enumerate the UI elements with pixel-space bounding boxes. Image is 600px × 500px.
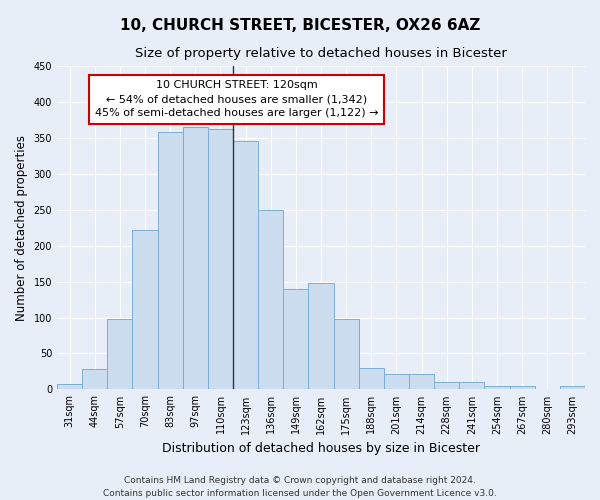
Bar bbox=[509, 386, 535, 390]
Bar bbox=[208, 129, 233, 390]
Bar bbox=[384, 374, 409, 390]
Text: 10, CHURCH STREET, BICESTER, OX26 6AZ: 10, CHURCH STREET, BICESTER, OX26 6AZ bbox=[120, 18, 480, 32]
Bar bbox=[233, 142, 258, 390]
Title: Size of property relative to detached houses in Bicester: Size of property relative to detached ho… bbox=[135, 48, 507, 60]
Bar bbox=[133, 230, 158, 390]
Y-axis label: Number of detached properties: Number of detached properties bbox=[15, 134, 28, 320]
Bar bbox=[434, 382, 459, 390]
Bar bbox=[359, 368, 384, 390]
Bar bbox=[459, 382, 484, 390]
Bar bbox=[82, 370, 107, 390]
X-axis label: Distribution of detached houses by size in Bicester: Distribution of detached houses by size … bbox=[162, 442, 480, 455]
Bar bbox=[158, 132, 183, 390]
Bar bbox=[258, 210, 283, 390]
Bar bbox=[409, 374, 434, 390]
Bar bbox=[560, 386, 585, 390]
Bar bbox=[107, 319, 133, 390]
Bar bbox=[57, 384, 82, 390]
Bar bbox=[283, 289, 308, 390]
Text: 10 CHURCH STREET: 120sqm
← 54% of detached houses are smaller (1,342)
45% of sem: 10 CHURCH STREET: 120sqm ← 54% of detach… bbox=[95, 80, 378, 118]
Bar bbox=[308, 283, 334, 390]
Bar bbox=[334, 319, 359, 390]
Bar bbox=[535, 388, 560, 390]
Text: Contains HM Land Registry data © Crown copyright and database right 2024.
Contai: Contains HM Land Registry data © Crown c… bbox=[103, 476, 497, 498]
Bar bbox=[183, 127, 208, 390]
Bar bbox=[484, 386, 509, 390]
